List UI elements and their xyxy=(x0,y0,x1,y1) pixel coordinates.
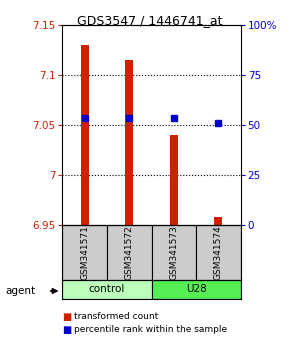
Bar xyxy=(62,280,151,299)
Text: control: control xyxy=(89,284,125,295)
Text: agent: agent xyxy=(6,286,36,296)
Text: GDS3547 / 1446741_at: GDS3547 / 1446741_at xyxy=(77,14,222,27)
Bar xyxy=(151,280,241,299)
Bar xyxy=(170,135,178,225)
Text: ■: ■ xyxy=(62,312,72,322)
Bar xyxy=(151,225,196,280)
Bar xyxy=(196,225,241,280)
Text: GSM341573: GSM341573 xyxy=(169,225,178,280)
Bar xyxy=(125,60,133,225)
Bar xyxy=(107,225,151,280)
Text: percentile rank within the sample: percentile rank within the sample xyxy=(74,325,227,335)
Bar xyxy=(62,225,107,280)
Bar xyxy=(214,217,222,225)
Text: U28: U28 xyxy=(186,284,206,295)
Text: ■: ■ xyxy=(62,325,72,335)
Text: GSM341572: GSM341572 xyxy=(125,225,134,280)
Bar xyxy=(81,45,89,225)
Text: GSM341571: GSM341571 xyxy=(80,225,89,280)
Text: transformed count: transformed count xyxy=(74,312,158,321)
Text: GSM341574: GSM341574 xyxy=(214,225,223,280)
